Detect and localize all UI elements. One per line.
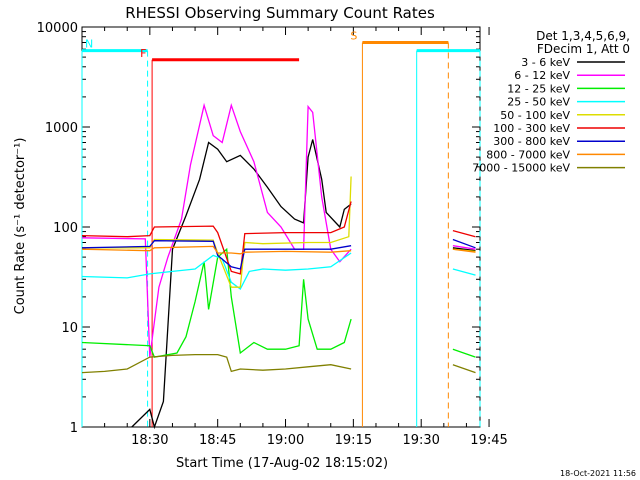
x-axis-label: Start Time (17-Aug-02 18:15:02): [176, 456, 388, 471]
legend-label: 800 - 7000 keV: [486, 148, 570, 161]
chart-title: RHESSI Observing Summary Count Rates: [125, 4, 435, 22]
legend-header-line-1: Det 1,3,4,5,6,9,: [536, 29, 630, 43]
x-tick-label: 19:15: [335, 433, 372, 448]
series-line: [81, 201, 476, 275]
series-line: [81, 238, 476, 270]
x-tick-label: 18:45: [199, 433, 236, 448]
legend-label: 12 - 25 keV: [507, 82, 570, 95]
series-line: [81, 252, 476, 290]
y-axis-label: Count Rate (s⁻¹ detector⁻¹): [13, 138, 28, 315]
legend-label: 100 - 300 keV: [493, 122, 570, 135]
series-line: [81, 353, 476, 374]
y-tick-label: 100: [53, 221, 78, 236]
timestamp: 18-Oct-2021 11:56: [560, 469, 636, 478]
series-line: [131, 139, 476, 430]
legend-header-line-2: FDecim 1, Att 0: [537, 42, 630, 56]
legend-label: 25 - 50 keV: [507, 96, 570, 109]
series-line: [81, 102, 476, 358]
flag-label: S: [350, 29, 357, 42]
y-tick-label: 1000: [45, 121, 78, 136]
series-line: [81, 245, 476, 255]
legend-label: 7000 - 15000 keV: [472, 162, 570, 175]
legend-label: 300 - 800 keV: [493, 135, 570, 148]
x-tick-label: 19:45: [470, 433, 507, 448]
legend-label: 3 - 6 keV: [521, 56, 570, 69]
series-line: [81, 247, 476, 358]
y-tick-label: 10: [61, 321, 78, 336]
x-tick-label: 19:00: [267, 433, 304, 448]
x-tick-label: 18:30: [131, 433, 168, 448]
flag-label: F: [140, 47, 146, 60]
legend-label: 50 - 100 keV: [500, 109, 570, 122]
y-tick-label: 1: [70, 421, 78, 436]
y-tick-label: 10000: [37, 21, 78, 36]
legend-label: 6 - 12 keV: [514, 69, 570, 82]
flag-label: N: [85, 38, 93, 51]
x-tick-label: 19:30: [402, 433, 439, 448]
